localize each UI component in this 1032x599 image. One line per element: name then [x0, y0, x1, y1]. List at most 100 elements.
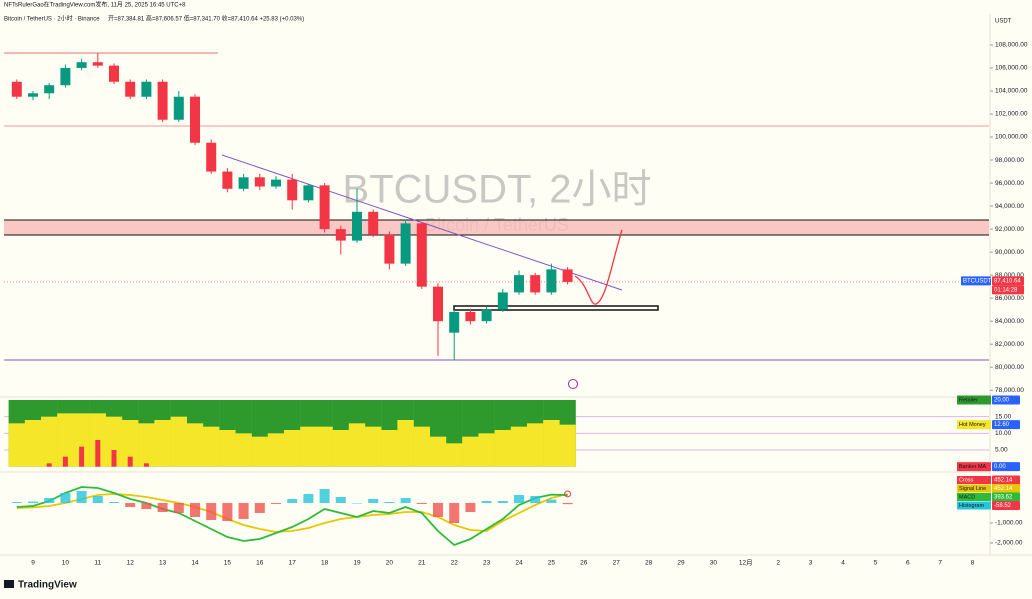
legend-value: 0.00	[994, 464, 1006, 470]
candle-body	[92, 62, 103, 66]
bar	[332, 430, 349, 467]
ohlc-info: 开=87,384.81 高=87,606.57 低=87,341.70 收=87…	[108, 15, 304, 23]
bar	[186, 423, 204, 467]
legend-value: 452.14	[994, 478, 1013, 484]
support-box	[453, 305, 659, 311]
bar	[478, 433, 495, 467]
histogram-bar	[190, 503, 200, 517]
y-tick-label: 106,000.00	[995, 65, 1028, 72]
x-tick-label: 21	[418, 560, 426, 567]
histogram-bar	[222, 503, 233, 521]
event-icon	[568, 379, 578, 389]
candle-body	[254, 177, 265, 187]
bar	[73, 413, 90, 467]
candle-body	[546, 269, 557, 293]
histogram-bar	[28, 501, 38, 503]
bar	[170, 416, 187, 467]
y-tick-label: 100,000.00	[995, 134, 1028, 141]
legend-value: 452.14	[994, 486, 1013, 492]
histogram-bar	[173, 503, 184, 513]
legend-value-bg	[992, 395, 1020, 405]
bar	[122, 420, 139, 467]
bar	[559, 424, 576, 467]
symbol-info: Bitcoin / TetherUS · 2小时 · Binance	[4, 15, 100, 23]
candle-body	[271, 179, 281, 187]
bar	[348, 423, 366, 467]
last-price-badge-bg	[992, 276, 1024, 286]
x-tick-label: 17	[289, 560, 297, 567]
y-tick-label: 108,000.00	[995, 42, 1028, 49]
bar	[138, 423, 155, 467]
histogram-bar	[76, 491, 87, 503]
y-tick-label: -1,000.00	[995, 520, 1023, 527]
legend-value-bg	[992, 420, 1020, 430]
candle-body	[109, 65, 119, 82]
y-tick-label: 90,000.00	[995, 249, 1024, 256]
legend-value: -58.52	[994, 503, 1012, 509]
bar	[41, 416, 58, 467]
legend-badge-bg	[957, 462, 991, 472]
bar	[365, 426, 382, 467]
candle-body	[76, 62, 87, 68]
candle-body	[44, 85, 55, 94]
candle-body	[206, 142, 217, 172]
candle-body	[400, 223, 411, 264]
legend-value-bg	[992, 501, 1020, 510]
histogram-bar	[416, 503, 427, 504]
bar	[111, 450, 117, 467]
last-price-badge: 87,410.64	[994, 279, 1021, 285]
candle-body	[514, 275, 524, 293]
x-tick-label: 8	[971, 560, 975, 567]
histogram-bar	[546, 499, 557, 503]
histogram-bar	[433, 503, 443, 517]
bar	[543, 420, 560, 467]
x-tick-label: 18	[321, 560, 329, 567]
bar	[105, 416, 123, 467]
x-tick-label: 12月	[739, 559, 753, 567]
legend-value-bg	[992, 484, 1020, 493]
legend-value-bg	[992, 475, 1020, 485]
bar	[235, 433, 252, 467]
histogram-bar	[384, 502, 395, 503]
legend-name: Signal Line	[959, 486, 986, 492]
histogram-bar	[319, 489, 330, 503]
legend-value-bg	[992, 492, 1020, 502]
legend-value: 393.62	[994, 495, 1013, 501]
bar	[219, 430, 236, 467]
histogram-bar	[368, 499, 379, 503]
x-tick-label: 28	[645, 560, 653, 567]
bar	[462, 436, 479, 467]
candle-body	[562, 269, 573, 282]
y-tick-label: 84,000.00	[995, 318, 1024, 325]
x-tick-label: 13	[159, 560, 167, 567]
candle-body	[530, 275, 541, 293]
publisher: NFTsRulerGao在TradingView.com发布, 11月 25, …	[4, 1, 186, 9]
watermark-title: BTCUSDT, 2小时	[343, 168, 652, 212]
bar	[95, 440, 101, 467]
y-tick-label: 104,000.00	[995, 88, 1028, 95]
legend-name: Histogram	[959, 503, 984, 509]
legend-badge-bg	[957, 476, 991, 484]
histogram-bar	[335, 497, 346, 503]
bar	[446, 443, 463, 467]
histogram-bar	[254, 503, 265, 513]
bar	[316, 426, 333, 467]
x-tick-label: 11	[94, 560, 101, 567]
bar	[510, 426, 528, 467]
candle-body	[141, 81, 152, 97]
x-tick-label: 23	[483, 560, 491, 567]
candle-body	[173, 96, 184, 120]
histogram-bar	[287, 499, 298, 503]
histogram-bar	[562, 503, 573, 505]
bar	[143, 463, 149, 467]
bar	[429, 436, 447, 467]
y-tick-label: 15.00	[995, 413, 1012, 420]
candle-body	[157, 81, 168, 120]
candle-body	[465, 311, 476, 322]
histogram-bar	[303, 494, 314, 503]
legend-name: Retailer	[959, 397, 978, 403]
macd-line	[16, 493, 568, 533]
countdown-badge-bg	[992, 285, 1024, 295]
countdown-badge: 01:14:28	[994, 288, 1018, 294]
